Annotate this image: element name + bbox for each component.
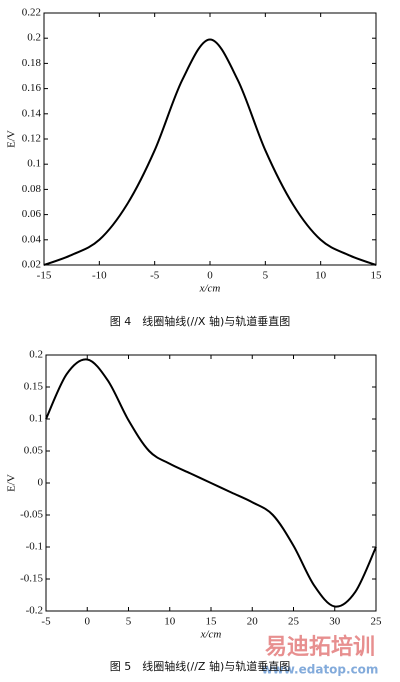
y-tick-label: 0.15	[24, 381, 44, 393]
caption: 图 5 线圈轴线(//Z 轴)与轨道垂直图	[110, 659, 291, 673]
y-axis-label: E/V	[6, 474, 18, 492]
x-tick-label: 0	[207, 270, 213, 282]
y-tick-label: 0.18	[22, 57, 42, 69]
y-tick-label: 0.1	[27, 158, 41, 170]
y-tick-label: 0	[38, 477, 44, 489]
x-tick-label: 20	[247, 616, 259, 628]
series-line	[43, 38, 377, 266]
y-tick-label: 0.05	[24, 445, 44, 457]
x-tick-label: 25	[371, 616, 383, 628]
x-tick-label: 15	[371, 270, 383, 282]
y-axis-label: E/V	[6, 130, 18, 148]
y-tick-label: 0.12	[22, 133, 41, 145]
y-tick-label: 0.06	[22, 208, 42, 220]
y-tick-label: -0.2	[26, 605, 43, 617]
x-tick-label: 0	[85, 616, 91, 628]
y-tick-label: 0.1	[29, 413, 43, 425]
y-tick-label: 0.02	[22, 259, 41, 271]
x-tick-label: 30	[329, 616, 341, 628]
x-axis-label: x/cm	[199, 283, 221, 295]
x-tick-label: 25	[288, 616, 300, 628]
x-tick-label: 10	[315, 270, 327, 282]
caption: 图 4 线圈轴线(//X 轴)与轨道垂直图	[110, 314, 291, 328]
x-tick-label: -5	[41, 616, 51, 628]
watermark-url: www.edatop.com	[262, 663, 379, 677]
x-tick-label: -15	[37, 270, 52, 282]
x-tick-label: 5	[263, 270, 269, 282]
x-tick-label: 10	[164, 616, 176, 628]
plot-frame	[43, 12, 377, 266]
y-tick-label: -0.15	[20, 573, 43, 585]
x-tick-label: 5	[126, 616, 132, 628]
y-tick-label: 0.22	[22, 7, 41, 19]
x-tick-label: -5	[150, 270, 160, 282]
series-line	[45, 358, 377, 608]
y-tick-label: -0.1	[26, 541, 43, 553]
y-tick-label: 0.2	[27, 32, 41, 44]
x-axis-label: x/cm	[200, 629, 222, 641]
y-tick-label: 0.04	[22, 233, 42, 245]
watermark: 易迪拓培训	[265, 634, 375, 660]
y-tick-label: 0.08	[22, 183, 42, 195]
x-tick-label: 15	[206, 616, 218, 628]
y-tick-label: 0.2	[29, 349, 43, 361]
y-tick-label: 0.14	[22, 107, 42, 119]
y-tick-label: -0.05	[20, 509, 43, 521]
y-tick-label: 0.16	[22, 82, 42, 94]
x-tick-label: -10	[92, 270, 107, 282]
